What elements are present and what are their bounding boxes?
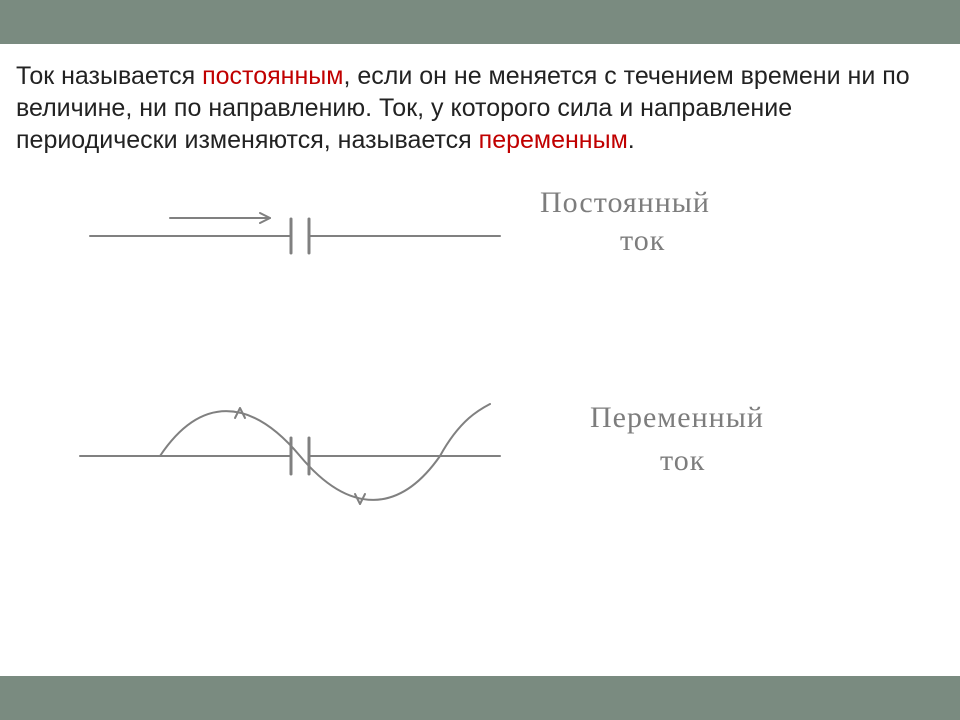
definition-paragraph: Ток называется постоянным, если он не ме… <box>0 44 960 156</box>
label-dc-line2: ток <box>620 224 665 259</box>
highlight-constant: постоянным <box>202 62 343 90</box>
label-ac-line2: ток <box>660 444 705 479</box>
slide: Ток называется постоянным, если он не ме… <box>0 44 960 676</box>
diagram-area: Постоянный ток Переменный ток <box>0 156 960 586</box>
label-dc-line1: Постоянный <box>540 186 710 221</box>
highlight-alternating: переменным <box>479 126 628 154</box>
sketch-svg <box>0 156 960 586</box>
text-seg3: . <box>628 126 635 154</box>
label-ac-line1: Переменный <box>590 401 764 436</box>
text-seg1: Ток называется <box>16 62 202 90</box>
